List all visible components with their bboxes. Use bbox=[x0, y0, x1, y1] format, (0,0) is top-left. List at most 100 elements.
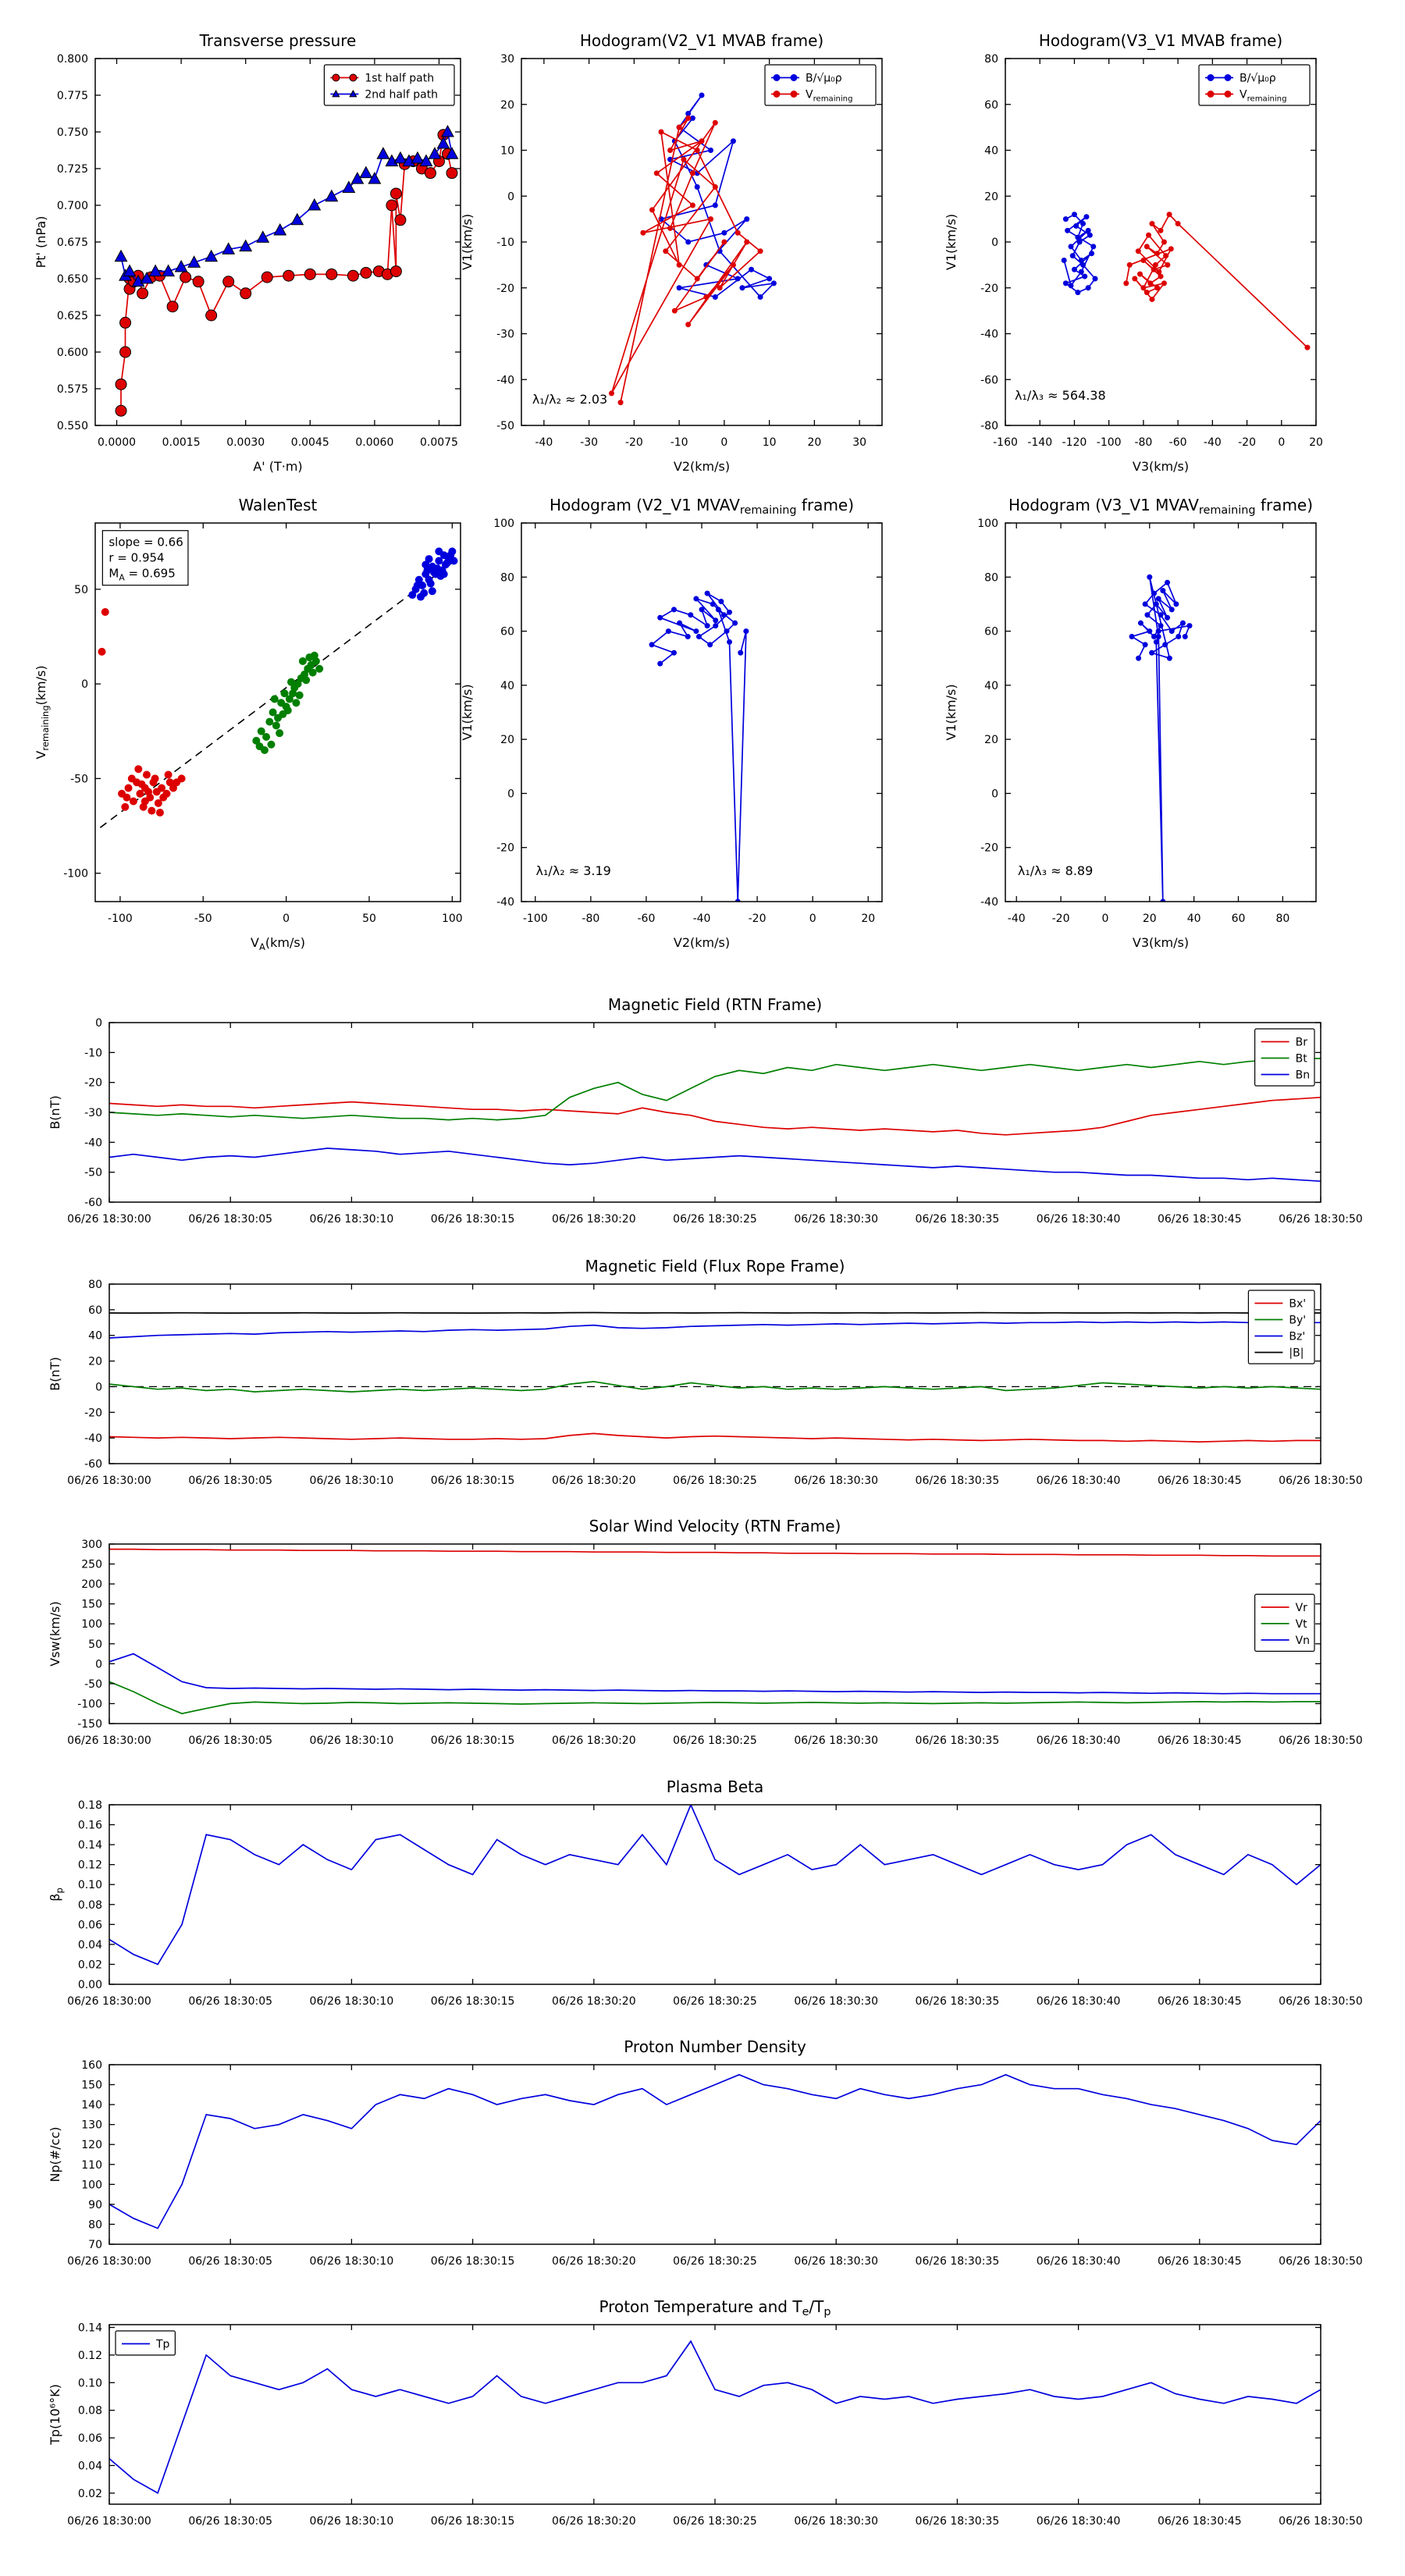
x-tick-label: 06/26 18:30:35 bbox=[916, 2255, 1000, 2268]
legend: Br Bt Bn bbox=[1254, 1028, 1315, 1087]
marker bbox=[325, 268, 338, 280]
marker bbox=[1168, 628, 1175, 635]
marker bbox=[1144, 290, 1150, 296]
y-tick-label: -40 bbox=[496, 374, 514, 386]
marker bbox=[1062, 216, 1069, 222]
marker bbox=[1153, 601, 1159, 607]
marker bbox=[386, 199, 398, 212]
marker bbox=[757, 248, 763, 254]
x-tick-label: 06/26 18:30:20 bbox=[552, 1475, 636, 1487]
marker bbox=[262, 733, 271, 742]
marker bbox=[137, 780, 146, 788]
y-tick-label: 70 bbox=[88, 2239, 102, 2251]
x-axis-label: VA(km/s) bbox=[251, 935, 305, 952]
y-tick-label: 10 bbox=[500, 145, 514, 158]
legend-label: B/√μ₀ρ bbox=[1240, 73, 1276, 85]
marker bbox=[1151, 590, 1157, 596]
y-tick-label: 250 bbox=[81, 1559, 102, 1571]
x-tick-label: 0 bbox=[809, 913, 816, 925]
marker bbox=[689, 115, 695, 121]
y-tick-label: 110 bbox=[81, 2159, 102, 2172]
x-tick-label: 06/26 18:30:30 bbox=[794, 1475, 878, 1487]
chart-transverse-pressure: 0.0000 0.0015 0.0030 0.0045 0.0060 0.0075 0.55… bbox=[34, 31, 461, 474]
marker bbox=[1071, 212, 1077, 218]
x-tick-label: 06/26 18:30:00 bbox=[67, 1735, 151, 1747]
plot-area bbox=[98, 547, 458, 828]
x-tick-label: -60 bbox=[1169, 436, 1187, 449]
marker bbox=[1144, 244, 1150, 250]
marker bbox=[192, 276, 205, 288]
marker bbox=[704, 590, 710, 596]
marker bbox=[1158, 623, 1164, 629]
series-markers-middle-interval bbox=[252, 651, 324, 754]
x-tick-label: 06/26 18:30:45 bbox=[1158, 1475, 1242, 1487]
x-tick-label: -40 bbox=[535, 436, 553, 449]
marker bbox=[1137, 620, 1144, 626]
x-tick-label: 06/26 18:30:40 bbox=[1037, 1735, 1121, 1747]
x-tick-label: 06/26 18:30:15 bbox=[431, 1735, 515, 1747]
y-tick-label: 20 bbox=[500, 99, 514, 112]
marker bbox=[1151, 266, 1157, 272]
chart-np: 06/26 18:30:00 06/26 18:30:05 06/26 18:30:… bbox=[48, 2037, 1363, 2268]
marker bbox=[694, 184, 700, 190]
y-tick-label: -60 bbox=[84, 1458, 102, 1471]
series-By-prime bbox=[109, 1381, 1321, 1393]
marker bbox=[422, 560, 430, 569]
plot-area bbox=[1061, 212, 1311, 350]
marker bbox=[295, 691, 304, 699]
x-tick-label: 20 bbox=[1143, 913, 1157, 925]
y-tick-label: -20 bbox=[84, 1407, 102, 1419]
marker bbox=[445, 147, 459, 159]
marker bbox=[1073, 222, 1080, 229]
marker bbox=[180, 271, 192, 283]
marker bbox=[1068, 283, 1074, 289]
marker bbox=[1146, 232, 1152, 238]
marker bbox=[670, 649, 677, 656]
marker bbox=[1160, 898, 1166, 902]
annotation-line: slope = 0.66 bbox=[108, 535, 183, 550]
y-axis-label: Tp(10⁶°K) bbox=[48, 2384, 62, 2446]
y-tick-label: -50 bbox=[496, 420, 514, 432]
marker bbox=[738, 649, 744, 656]
series-Tp bbox=[109, 2339, 1321, 2495]
x-tick-label: -120 bbox=[1062, 436, 1087, 449]
y-tick-label: 0.575 bbox=[57, 383, 88, 396]
legend-label: 1st half path bbox=[365, 73, 434, 85]
y-tick-label: 0.08 bbox=[78, 2405, 102, 2418]
x-tick-label: 06/26 18:30:50 bbox=[1279, 2515, 1363, 2528]
chart-hodogram-v2v1-mvav: -100 -80 -60 -40 -20 0 20 -40 -20 0 20 40 60 80 100 Hod… bbox=[460, 496, 883, 950]
x-tick-label: 06/26 18:30:25 bbox=[673, 2255, 757, 2268]
marker bbox=[1078, 258, 1084, 263]
x-tick-label: 30 bbox=[852, 436, 866, 449]
legend-label: Vremaining bbox=[1240, 89, 1286, 104]
marker bbox=[435, 557, 443, 565]
marker bbox=[744, 239, 750, 245]
marker bbox=[114, 249, 128, 262]
y-tick-label: 60 bbox=[500, 626, 514, 639]
legend: Vr Vt Vn bbox=[1254, 1593, 1315, 1653]
marker bbox=[685, 115, 692, 121]
x-tick-label: 06/26 18:30:50 bbox=[1279, 1213, 1363, 1226]
marker bbox=[308, 197, 322, 211]
legend: B/√μ₀ρ Vremaining bbox=[1198, 64, 1311, 106]
marker bbox=[724, 628, 730, 635]
x-tick-label: 06/26 18:30:00 bbox=[67, 2515, 151, 2528]
marker bbox=[165, 778, 174, 787]
axes-frame bbox=[94, 522, 461, 902]
x-tick-label: -100 bbox=[1097, 436, 1122, 449]
x-tick-label: 0.0060 bbox=[355, 436, 393, 449]
chart-hodogram-v2v1-mvab: -40 -30 -20 -10 0 10 20 30 -50 -40 -30 -20 -10 0 10 20 3… bbox=[460, 31, 883, 474]
marker bbox=[1085, 227, 1091, 233]
chart-walen-test: -100 -50 0 50 100 -100 -50 0 50 WalenTest VA(km/s)… bbox=[34, 496, 463, 952]
marker bbox=[450, 557, 458, 565]
y-tick-label: 150 bbox=[81, 1599, 102, 1611]
marker bbox=[1061, 258, 1067, 263]
y-tick-label: 50 bbox=[88, 1638, 102, 1651]
y-tick-label: 40 bbox=[88, 1330, 102, 1343]
marker bbox=[137, 287, 149, 300]
x-tick-label: -80 bbox=[1134, 436, 1152, 449]
marker bbox=[1224, 91, 1232, 98]
x-tick-label: 06/26 18:30:40 bbox=[1037, 1475, 1121, 1487]
marker bbox=[416, 592, 425, 601]
marker bbox=[1207, 74, 1215, 81]
